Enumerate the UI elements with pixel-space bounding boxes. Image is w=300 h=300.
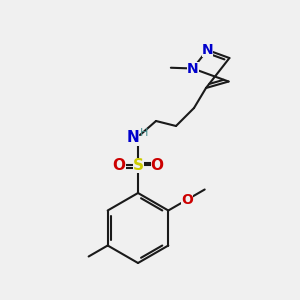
Text: N: N <box>202 43 213 57</box>
Text: N: N <box>127 130 140 146</box>
Text: H: H <box>140 128 148 138</box>
Text: O: O <box>151 158 164 172</box>
Text: N: N <box>187 61 199 76</box>
Text: O: O <box>182 193 193 206</box>
Text: O: O <box>112 158 125 172</box>
Text: S: S <box>133 158 143 172</box>
